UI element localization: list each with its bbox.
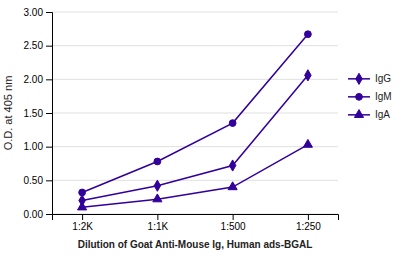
- grid-line: [52, 79, 338, 80]
- legend-item: IgM: [348, 91, 392, 102]
- chart: 0.00 0.50 1.00 1.50 2.00 2.50 3.00 1:2K 1:1K 1:50…: [0, 0, 400, 256]
- y-tick: 3.00: [24, 7, 52, 18]
- y-tick: 0.00: [24, 209, 52, 220]
- point-marker: [305, 70, 311, 81]
- point-marker: [154, 180, 160, 191]
- y-tick: 2.50: [24, 40, 52, 51]
- point-marker: [78, 202, 87, 210]
- x-tick-label: 1:500: [221, 221, 246, 232]
- grid-line: [52, 12, 338, 13]
- series-line: [82, 75, 308, 200]
- legend-marker: [356, 93, 363, 100]
- series: [79, 31, 312, 196]
- legend-label: IgG: [375, 73, 391, 84]
- series-line: [82, 34, 308, 192]
- y-tick: 0.50: [24, 175, 52, 186]
- x-tick: 1:2K: [72, 214, 93, 232]
- x-tick: 1:250: [296, 214, 321, 232]
- x-tick-mark: [157, 214, 158, 220]
- y-tick: 2.00: [24, 74, 52, 85]
- y-tick: 1.50: [24, 108, 52, 119]
- point-marker: [303, 139, 312, 147]
- x-tick-mark: [233, 214, 234, 220]
- grid-line: [52, 113, 338, 114]
- y-tick-mark: [46, 214, 52, 215]
- point-marker: [229, 160, 235, 171]
- x-tick-mark: [308, 214, 309, 220]
- x-axis: 1:2K 1:1K 1:500 1:250: [53, 214, 339, 232]
- x-axis-title: Dilution of Goat Anti-Mouse Ig, Human ad…: [78, 239, 313, 250]
- x-tick-label: 1:2K: [72, 221, 93, 232]
- y-tick-mark: [46, 12, 52, 13]
- y-tick-mark: [46, 79, 52, 80]
- y-tick-label: 2.00: [24, 74, 44, 85]
- y-axis-line: [46, 13, 53, 215]
- legend-item: IgG: [348, 73, 391, 84]
- series-group: [78, 31, 313, 210]
- y-tick-label: 1.50: [24, 108, 44, 119]
- y-tick-mark: [46, 46, 52, 47]
- y-axis: 0.00 0.50 1.00 1.50 2.00 2.50 3.00: [24, 7, 53, 220]
- grid-line: [52, 45, 338, 46]
- y-tick-label: 1.00: [24, 141, 44, 152]
- series: [79, 70, 311, 206]
- legend-label: IgM: [375, 91, 392, 102]
- x-tick-label: 1:1K: [148, 221, 169, 232]
- point-marker: [79, 189, 86, 196]
- x-axis-line: [53, 215, 339, 221]
- x-tick-label: 1:250: [296, 221, 321, 232]
- series: [78, 139, 313, 210]
- y-tick-mark: [46, 113, 52, 114]
- y-tick-label: 2.50: [24, 40, 44, 51]
- y-tick-label: 3.00: [24, 7, 44, 18]
- y-axis-title: O.D. at 405 nm: [2, 76, 14, 151]
- y-tick-mark: [46, 180, 52, 181]
- point-marker: [153, 194, 162, 202]
- legend-marker: [356, 73, 362, 84]
- y-tick-label: 0.50: [24, 175, 44, 186]
- series-line: [82, 145, 308, 208]
- legend-item: IgA: [348, 109, 390, 120]
- grid-line: [52, 180, 338, 181]
- point-marker: [229, 120, 236, 127]
- grid-line: [52, 146, 338, 147]
- x-tick: 1:500: [221, 214, 246, 232]
- legend-marker: [354, 110, 363, 118]
- point-marker: [305, 31, 312, 38]
- grid: [52, 12, 338, 214]
- plot: 0.00 0.50 1.00 1.50 2.00 2.50 3.00 1:2K 1:1K 1:50…: [2, 7, 392, 250]
- legend: IgG IgM IgA: [348, 73, 392, 120]
- y-tick-mark: [46, 147, 52, 148]
- point-marker: [154, 158, 161, 165]
- x-tick-mark: [82, 214, 83, 220]
- y-tick: 1.00: [24, 141, 52, 152]
- y-tick-label: 0.00: [24, 209, 44, 220]
- legend-label: IgA: [375, 109, 390, 120]
- point-marker: [228, 182, 237, 190]
- x-tick: 1:1K: [148, 214, 169, 232]
